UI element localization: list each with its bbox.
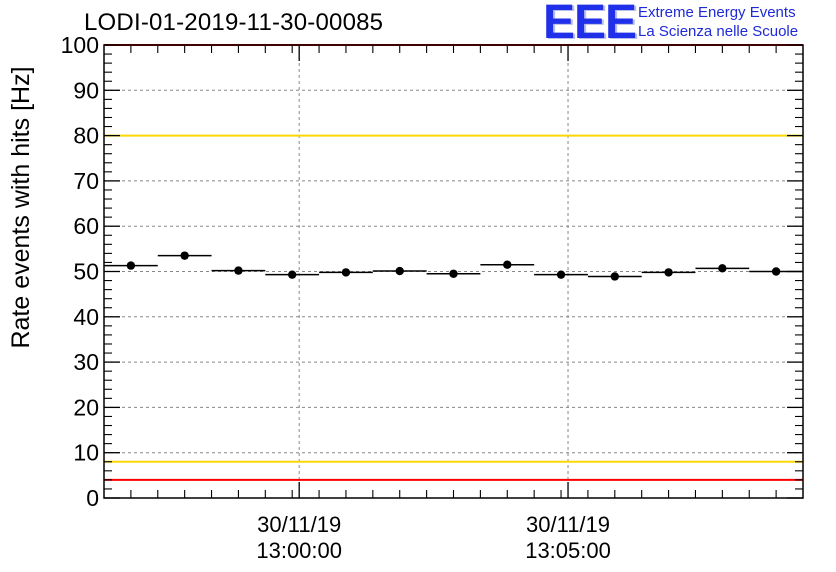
y-tick-label: 30 [73,349,99,375]
y-tick-label: 100 [61,32,99,58]
data-point [395,266,404,276]
y-tick-label: 10 [73,440,99,466]
chart-title: LODI-01-2019-11-30-00085 [84,9,384,36]
x-tick-time: 13:05:00 [525,538,611,563]
y-tick-label: 80 [73,123,99,149]
data-point [234,266,243,275]
y-tick-label: 0 [86,485,99,511]
data-series [104,251,803,281]
y-tick-label: 40 [73,304,99,330]
axis-labels: 010203040506070809010030/11/1913:00:0030… [7,32,611,563]
x-tick-date: 30/11/19 [257,512,341,537]
x-tick-date: 30/11/19 [526,512,610,537]
y-axis-title: Rate events with hits [Hz] [7,66,35,348]
y-tick-label: 70 [73,168,99,194]
data-point [287,270,297,279]
data-point [718,264,727,273]
plot-frame [103,44,804,499]
eee-logo-mark: EEE [543,0,637,49]
x-tick-time: 13:00:00 [256,538,342,563]
data-point [341,268,351,277]
y-tick-label: 60 [73,213,99,239]
y-tick-label: 20 [73,394,99,420]
data-point [503,260,512,269]
data-point [610,272,620,281]
y-tick-label: 90 [73,77,99,103]
data-point [664,268,673,277]
data-point [449,269,458,278]
data-point [771,267,781,276]
logo-line-2: La Scienza nelle Scuole [638,23,799,40]
data-point [126,261,136,270]
eee-logo: EEE Extreme Energy Events La Scienza nel… [543,0,833,49]
y-tick-label: 50 [73,259,99,285]
reference-lines [104,44,803,481]
data-point [180,251,189,260]
logo-line-1: Extreme Energy Events [638,4,796,21]
data-point [556,270,566,279]
